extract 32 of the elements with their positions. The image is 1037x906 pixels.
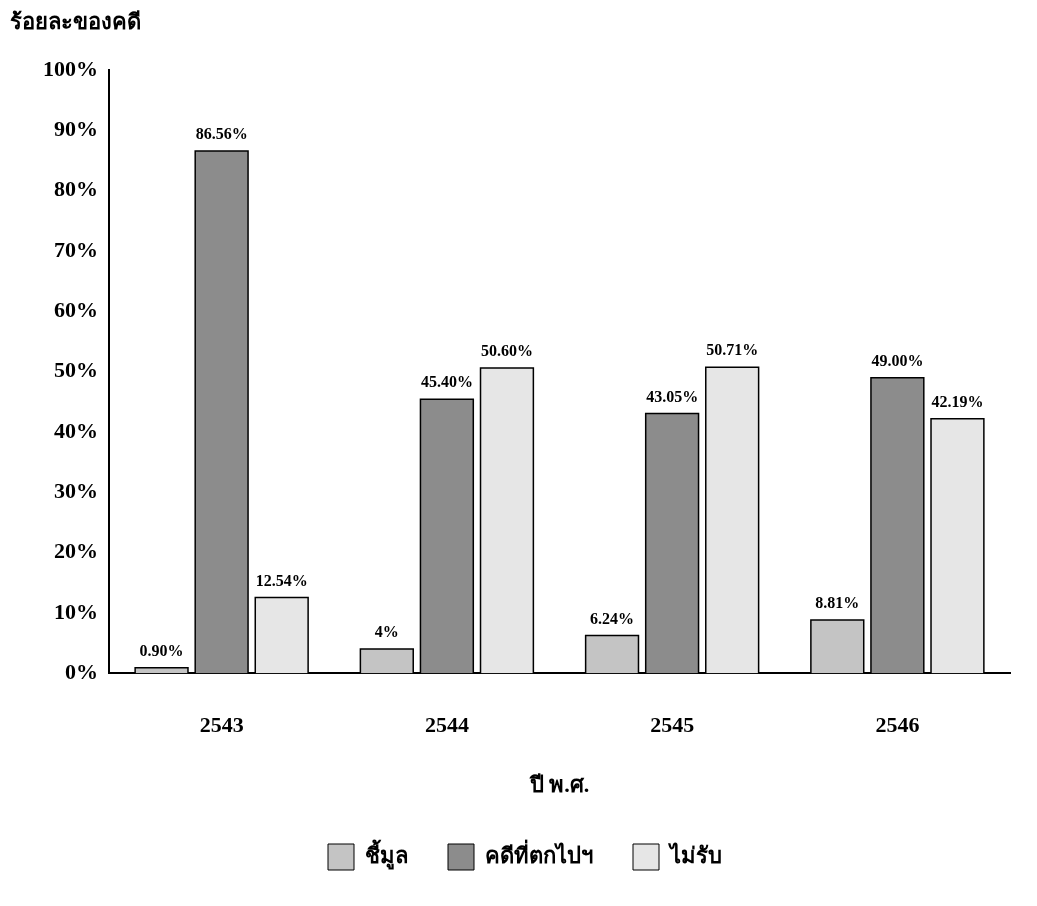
y-tick-label: 0% (65, 658, 98, 684)
data-label: 45.40% (420, 373, 473, 391)
legend-label: คดีที่ตกไปฯ (485, 838, 593, 868)
data-label: 8.81% (815, 594, 860, 612)
data-label: 4% (374, 623, 399, 641)
y-tick-label: 20% (54, 538, 98, 564)
data-label: 86.56% (195, 125, 248, 143)
data-label: 49.00% (871, 351, 924, 369)
y-tick-label: 90% (54, 116, 98, 142)
y-tick-label: 40% (54, 417, 98, 443)
y-tick-label: 100% (43, 55, 98, 81)
legend-label: ชี้มูล (365, 838, 408, 870)
legend-label: ไม่รับ (668, 841, 722, 868)
y-tick-label: 10% (54, 598, 98, 624)
y-axis-title: ร้อยละของคดี (10, 8, 141, 34)
x-tick-label: 2543 (199, 712, 244, 738)
x-tick-label: 2544 (424, 712, 469, 738)
y-tick-label: 30% (54, 477, 98, 503)
data-label: 12.54% (255, 571, 308, 589)
y-tick-label: 70% (54, 236, 98, 262)
y-tick-label: 60% (54, 296, 98, 322)
y-tick-label: 50% (54, 357, 98, 383)
x-tick-label: 2546 (875, 712, 920, 738)
data-label: 43.05% (646, 387, 699, 405)
data-label: 50.60% (480, 342, 533, 360)
x-tick-label: 2545 (650, 712, 695, 738)
x-axis-title: ปี พ.ศ. (528, 772, 590, 798)
data-label: 0.90% (139, 641, 184, 659)
data-label: 6.24% (590, 609, 635, 627)
y-tick-label: 80% (54, 176, 98, 202)
data-label: 50.71% (706, 341, 759, 359)
data-label: 42.19% (931, 392, 984, 410)
